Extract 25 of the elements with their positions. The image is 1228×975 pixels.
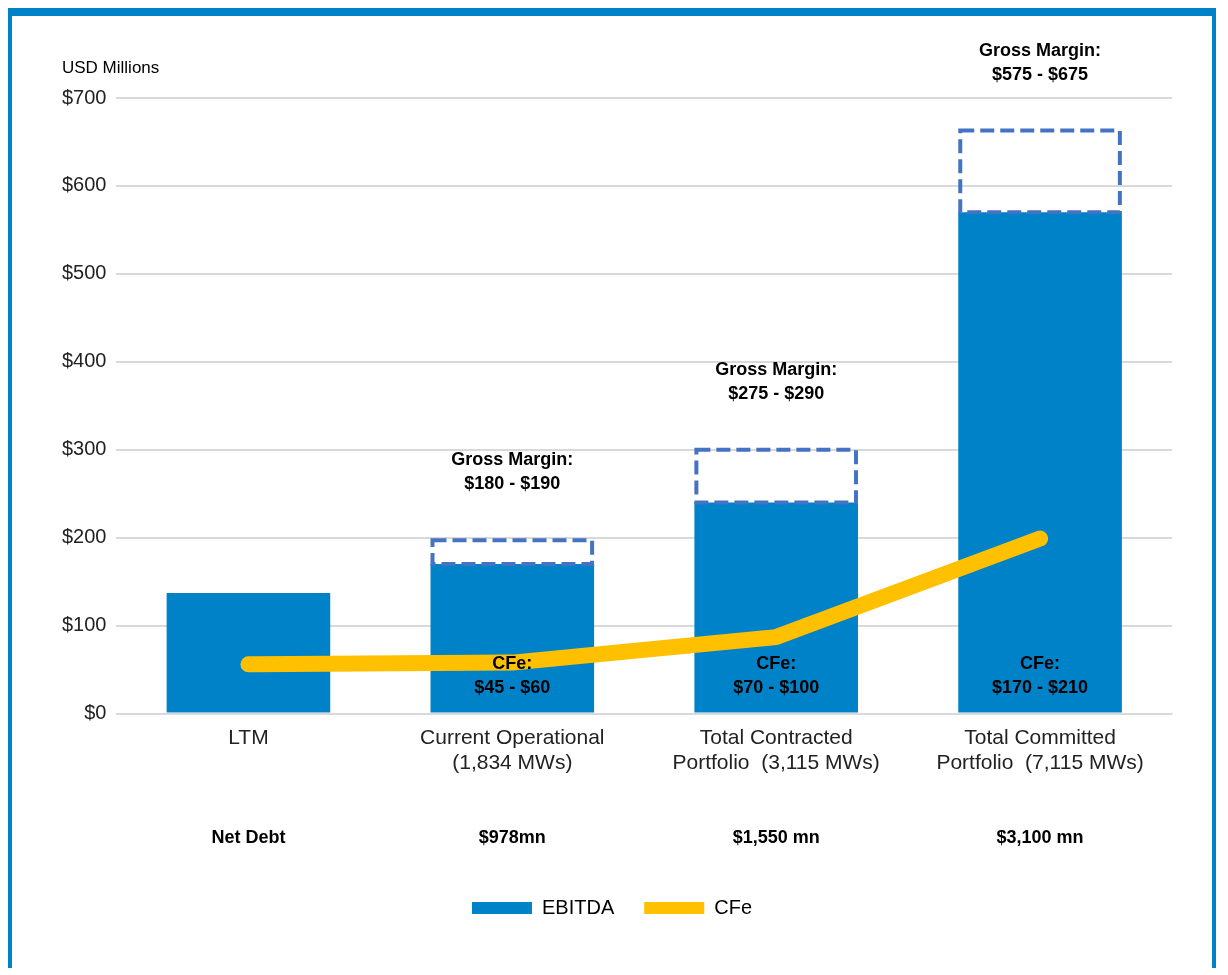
y-tick-label: $500 (61, 261, 107, 284)
y-tick-label: $700 (61, 85, 107, 108)
y-tick-label: $100 (61, 613, 107, 636)
annotation: Gross Margin: $180 - $190 (451, 449, 574, 494)
text: $3,100 mn (996, 826, 1084, 847)
y-tick-label: $200 (61, 525, 107, 548)
y-tick-label: $0 (84, 701, 107, 724)
legend-label: CFe (714, 895, 753, 918)
y-axis-title: USD Millions (62, 57, 160, 77)
annotation: CFe: $170 - $210 (992, 652, 1089, 697)
legend-label: EBITDA (541, 895, 615, 918)
x-tick-label: Total Contracted Portfolio (3,115 MWs) (672, 725, 880, 774)
y-tick-label: $300 (61, 437, 107, 460)
text: Net Debt (211, 826, 286, 847)
text: $1,550 mn (732, 826, 820, 847)
x-tick-label: Current Operational (1,834 MWs) (420, 725, 605, 774)
annotation: Gross Margin: $275 - $290 (715, 358, 838, 403)
x-tick-label: LTM (228, 725, 269, 748)
text: Gross Margin: $575 - $675 (979, 39, 1102, 84)
y-tick-label: $600 (61, 173, 107, 196)
annotation: CFe: $70 - $100 (733, 652, 820, 697)
annotation: CFe: $45 - $60 (474, 652, 551, 697)
x-tick-label: Total Committed Portfolio (7,115 MWs) (936, 725, 1144, 774)
text: $978mn (478, 826, 546, 847)
y-tick-label: $400 (61, 349, 107, 372)
